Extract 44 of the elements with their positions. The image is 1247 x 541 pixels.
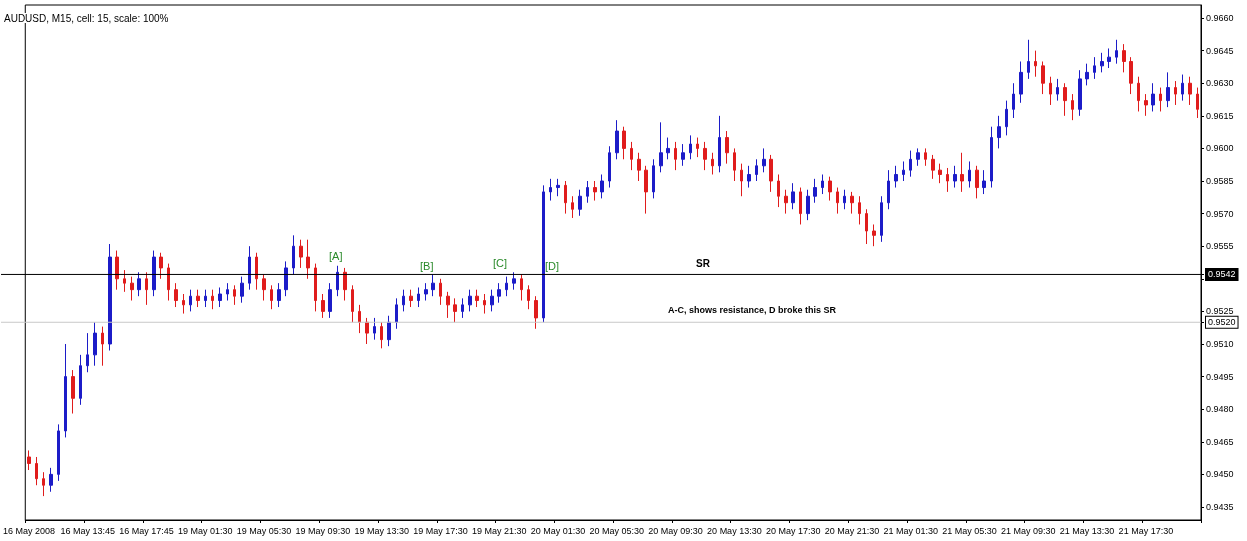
x-tick-label: 16 May 13:45 [60,525,115,536]
y-tick-label: 0.9495 [1206,371,1234,382]
y-tick-label: 0.9570 [1206,208,1234,219]
x-tick-label: 20 May 13:30 [707,525,762,536]
x-tick-label: 21 May 01:30 [883,525,939,536]
x-tick-label: 19 May 17:30 [413,525,468,536]
y-tick-label: 0.9630 [1206,78,1234,89]
y-tick-label: 0.9585 [1206,176,1234,187]
annotation: [C] [493,256,508,269]
x-tick-label: 20 May 09:30 [648,525,703,536]
x-tick-label: 21 May 13:30 [1059,525,1115,536]
x-tick-label: 20 May 17:30 [765,525,821,536]
ref-line-label: SR [696,257,711,269]
annotation: [D] [545,259,560,272]
y-tick-label: 0.9542 [1208,269,1236,280]
y-tick-label: 0.9510 [1206,338,1234,349]
y-tick-label: 0.9525 [1206,306,1234,317]
x-tick-label: 21 May 17:30 [1118,525,1174,536]
y-tick-label: 0.9480 [1206,404,1234,415]
y-tick-label: 0.9645 [1206,45,1234,56]
x-tick-label: 19 May 05:30 [236,525,292,536]
x-tick-label: 19 May 13:30 [354,525,409,536]
annotation: [A] [329,249,343,262]
x-tick-label: 20 May 05:30 [589,525,645,536]
x-tick-label: 21 May 09:30 [1001,525,1056,536]
y-tick-label: 0.9660 [1206,13,1234,24]
y-tick-label: 0.9465 [1206,436,1234,447]
x-tick-label: 19 May 09:30 [295,525,351,536]
x-tick-label: 16 May 2008 [2,525,55,536]
annotation: A-C, shows resistance, D broke this SR [668,304,837,315]
x-tick-label: 20 May 21:30 [824,525,880,536]
y-tick-label: 0.9615 [1206,110,1234,121]
text: AUDUSD, M15, cell: 15, scale: 100% [4,12,169,24]
x-tick-label: 16 May 17:45 [119,525,174,536]
y-tick-label: 0.9555 [1206,241,1234,252]
y-tick-label: 0.9435 [1206,501,1234,512]
x-tick-label: 20 May 01:30 [530,525,586,536]
x-tick-label: 19 May 01:30 [178,525,233,536]
y-tick-label: 0.9450 [1206,469,1234,480]
y-tick-label: 0.9520 [1208,317,1236,328]
x-tick-label: 21 May 05:30 [942,525,997,536]
y-tick-label: 0.9600 [1206,143,1234,154]
x-tick-label: 19 May 21:30 [471,525,527,536]
annotation: [B] [420,259,434,272]
